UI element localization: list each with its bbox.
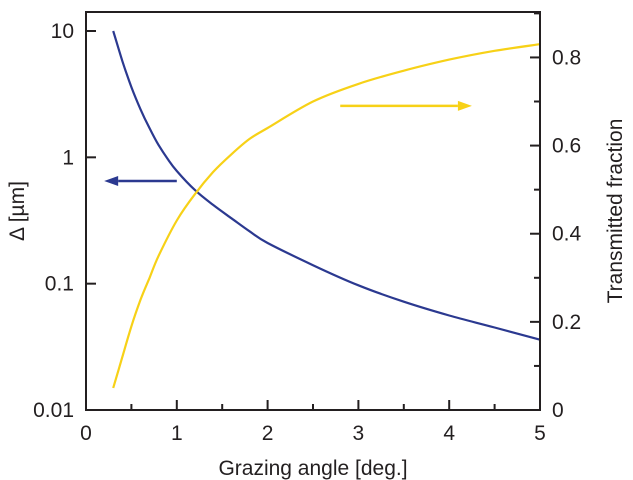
x-axis-label: Grazing angle [deg.] [218, 457, 407, 480]
x-tick-label: 3 [353, 422, 365, 445]
delta-series-line [112, 30, 541, 341]
right-tick-label: 0.2 [552, 311, 581, 334]
x-tick-label: 2 [262, 422, 274, 445]
x-tick-label: 1 [171, 422, 183, 445]
left-tick-label: 10 [51, 20, 74, 43]
right-tick-label: 0.8 [552, 46, 581, 69]
arrow-layer [104, 100, 472, 186]
left-axis-label: Δ [µm] [6, 181, 29, 241]
plot-frame [85, 11, 541, 411]
right-tick-label: 0.6 [552, 135, 581, 158]
right-tick-label: 0 [552, 399, 564, 422]
series-layer [112, 30, 541, 389]
right-tick-label: 0.4 [552, 223, 582, 246]
left-tick-label: 1 [62, 146, 74, 169]
x-tick-label: 5 [534, 422, 546, 445]
x-tick-label: 4 [443, 422, 455, 445]
tick-layer: 0 1 2 3 4 5 0.01 0.1 1 10 0 0.2 0.4 0.6 0.8 [33, 12, 582, 445]
left-tick-label: 0.01 [33, 399, 74, 422]
transmitted-fraction-series-line [112, 43, 541, 389]
x-tick-label: 0 [80, 422, 92, 445]
left-tick-label: 0.1 [45, 273, 74, 296]
left-axis-arrow-head [104, 175, 119, 186]
right-axis-arrow-head [457, 100, 472, 111]
right-axis-label: Transmitted fraction [604, 119, 627, 304]
